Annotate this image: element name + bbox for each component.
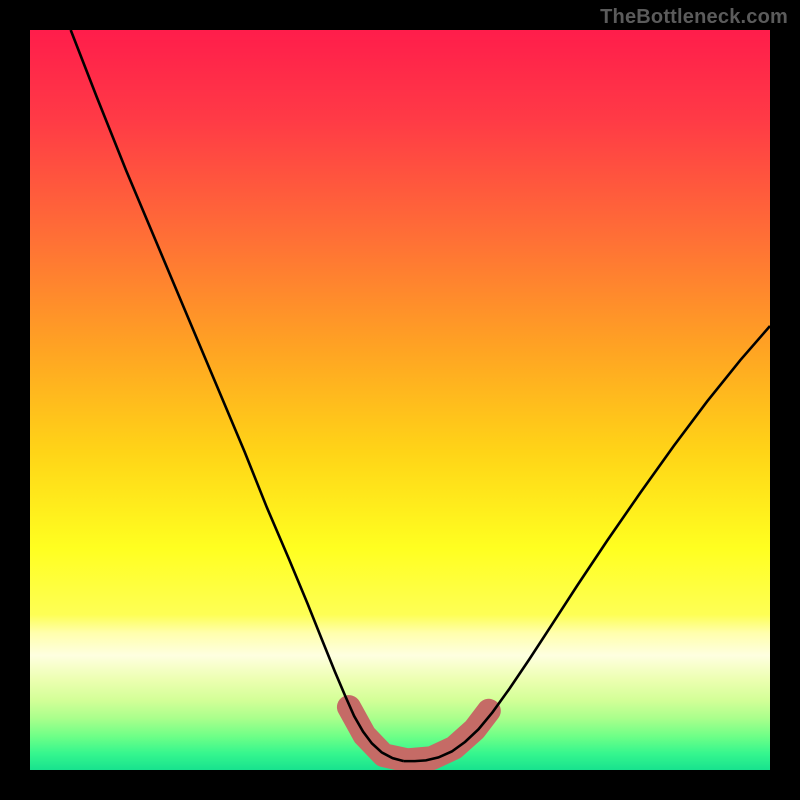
plot-area (30, 30, 770, 770)
marker-path (349, 707, 489, 760)
watermark-text: TheBottleneck.com (600, 6, 788, 29)
curve-right (404, 326, 770, 761)
curve-left (71, 30, 404, 761)
chart-container: TheBottleneck.com (0, 0, 800, 800)
curves-layer (30, 30, 770, 770)
